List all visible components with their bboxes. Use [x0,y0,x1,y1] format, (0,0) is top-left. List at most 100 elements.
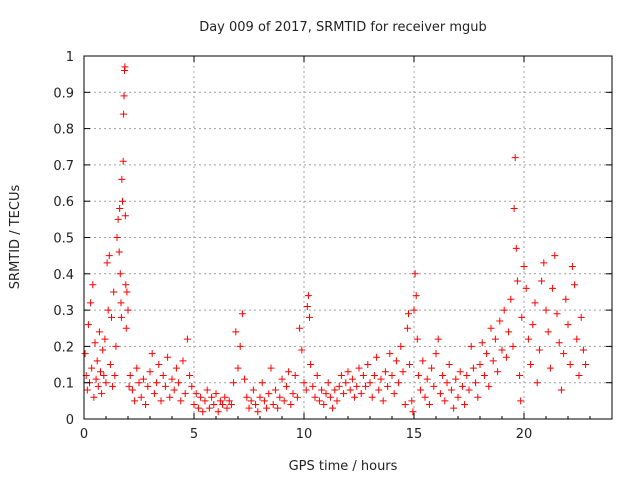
data-point [216,397,224,405]
data-point [106,361,114,369]
data-point [513,277,521,285]
data-point [302,386,310,394]
data-point [560,350,568,358]
data-point [280,397,288,405]
data-point [123,288,131,296]
data-point [494,368,502,376]
data-point [478,339,486,347]
data-point [409,408,417,416]
data-point [474,393,482,401]
y-tick-label: 0 [66,413,74,428]
data-point [542,306,550,314]
data-point [388,371,396,379]
data-point [562,295,570,303]
data-point [172,364,180,372]
y-tick-label: 0.2 [53,340,74,355]
data-point [192,390,200,398]
data-point [324,379,332,387]
data-point [568,263,576,271]
data-point [164,353,172,361]
data-point [333,397,341,405]
data-point [155,361,163,369]
data-point [517,397,525,405]
data-point [203,386,211,394]
data-point [362,382,370,390]
data-point [406,361,414,369]
data-point [480,371,488,379]
data-point [223,404,231,412]
data-point [538,277,546,285]
data-point [428,364,436,372]
data-point [303,302,311,310]
data-point [243,393,251,401]
data-point [183,335,191,343]
data-point [487,324,495,332]
data-point [502,353,510,361]
data-point [309,382,317,390]
x-tick-label: 5 [190,427,198,442]
data-point [463,371,471,379]
x-tick-label: 20 [516,427,533,442]
data-point [291,371,299,379]
data-point [564,321,572,329]
data-point [390,390,398,398]
data-point [405,310,412,318]
data-point [329,404,337,412]
data-point [285,368,293,376]
y-tick-label: 1 [66,50,74,65]
data-point [300,379,308,387]
data-point [351,393,359,401]
data-point [247,397,255,405]
data-point [95,328,103,336]
data-point [190,400,198,408]
data-point [373,353,381,361]
data-point [434,335,442,343]
data-point [452,375,460,383]
data-point [126,371,134,379]
data-point [210,400,218,408]
data-point [225,397,233,405]
data-point [249,386,257,394]
data-point [320,400,328,408]
data-point [110,288,118,296]
data-point [524,335,532,343]
data-point [282,382,290,390]
data-point [105,252,113,260]
data-point [148,350,156,358]
data-point [212,390,220,398]
data-point [392,357,400,365]
data-point [113,234,121,241]
data-point [256,393,264,401]
data-point [153,379,161,387]
data-point [194,404,202,412]
data-point [124,306,132,314]
data-point [179,357,187,365]
data-point [381,368,389,376]
data-point [454,393,462,401]
data-point [447,386,455,394]
data-point [177,397,185,405]
data-point [230,379,238,387]
data-point [227,400,235,408]
data-point [555,339,563,347]
data-point [269,400,277,408]
data-point [144,382,152,390]
y-tick-label: 0.5 [53,232,74,247]
data-point [175,379,183,387]
data-point [579,346,587,354]
data-point [159,371,167,379]
data-point [432,350,440,358]
data-point [115,248,123,256]
data-point [293,393,301,401]
data-point [456,368,464,376]
data-point [445,361,453,369]
data-point [102,379,110,387]
data-point [241,375,249,383]
data-point [414,371,422,379]
data-point [566,361,574,369]
data-point [507,295,515,303]
data-point [83,386,91,394]
data-point [120,110,128,118]
data-point [342,379,350,387]
